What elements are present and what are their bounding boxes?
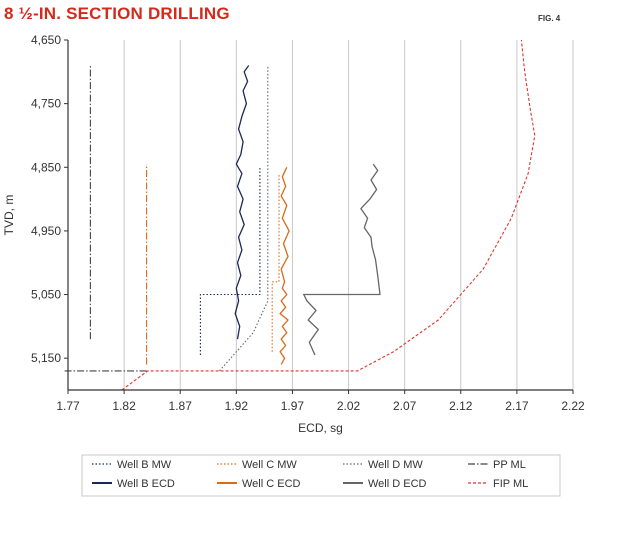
legend-label: Well B ECD [117, 478, 175, 490]
legend-label: Well C ECD [242, 478, 301, 490]
x-tick-label: 1.97 [281, 399, 305, 413]
x-tick-label: 2.07 [393, 399, 417, 413]
series-well-d-mw [219, 65, 269, 372]
x-tick-label: 2.12 [449, 399, 473, 413]
legend-label: PP ML [493, 459, 526, 471]
series-well-d-ecd [303, 163, 381, 356]
y-tick-label: 4,850 [31, 160, 61, 174]
y-tick-label: 4,650 [31, 33, 61, 47]
axes [67, 40, 573, 391]
x-tick-label: 2.22 [561, 399, 585, 413]
legend-label: Well D ECD [368, 478, 427, 490]
y-tick-label: 4,950 [31, 224, 61, 238]
x-axis-label: ECD, sg [298, 421, 343, 435]
series-well-c-ecd [279, 167, 290, 365]
legend-label: Well B MW [117, 459, 172, 471]
x-tick-label: 1.87 [169, 399, 193, 413]
y-tick-label: 5,150 [31, 351, 61, 365]
series-lines [64, 39, 536, 391]
x-tick-label: 1.92 [225, 399, 249, 413]
x-tick-label: 1.77 [56, 399, 80, 413]
legend-label: Well C MW [242, 459, 297, 471]
x-tick-label: 2.02 [337, 399, 361, 413]
y-tick-labels: 4,650 4,750 4,850 4,950 5,050 5,150 [31, 33, 68, 365]
legend-label: Well D MW [368, 459, 423, 471]
chart-title: 8 ½-IN. SECTION DRILLING [4, 4, 230, 23]
y-tick-label: 4,750 [31, 97, 61, 111]
series-well-c-mw [271, 173, 280, 352]
x-tick-label: 1.82 [112, 399, 136, 413]
y-axis-label: TVD, m [2, 195, 16, 236]
x-tick-label: 2.17 [505, 399, 529, 413]
series-well-b-ecd [234, 65, 250, 340]
series-well-b-mw [199, 167, 261, 355]
legend-label: FIP ML [493, 478, 528, 490]
figure-label: FIG. 4 [538, 14, 561, 23]
legend: Well B MW Well C MW Well D MW PP ML Well B E… [81, 454, 561, 497]
grid-lines [67, 40, 574, 390]
series-fip-ml [121, 39, 536, 391]
y-tick-label: 5,050 [31, 288, 61, 302]
legend-box [81, 454, 561, 497]
x-tick-labels: 1.77 1.82 1.87 1.92 1.97 2.02 2.07 2.12 2.17 2.22 [56, 390, 585, 413]
